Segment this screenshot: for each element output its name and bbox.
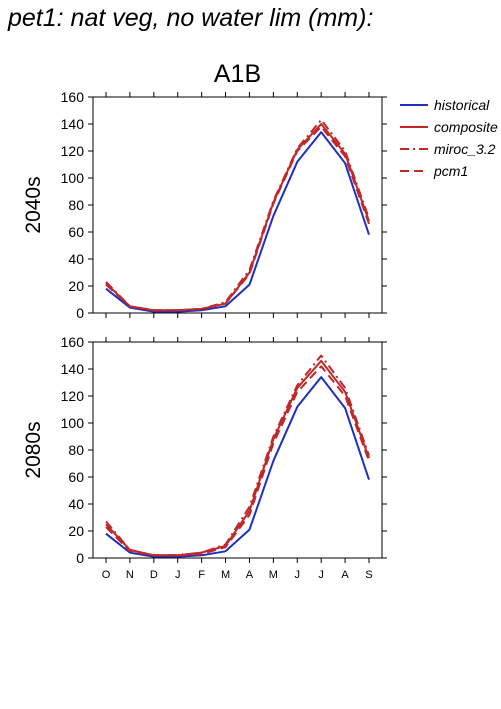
y-tick-label: 20 [68,278,84,294]
y-tick-label: 0 [76,550,84,566]
y-tick-label: 0 [76,305,84,321]
y-tick-label: 140 [61,361,85,377]
y-tick-label: 100 [61,170,85,186]
x-tick-label: F [198,569,205,581]
y-tick-label: 40 [68,496,84,512]
series-line-historical [105,131,370,313]
legend-label: miroc_3.2 [434,141,496,157]
x-tick-label: S [365,569,372,581]
x-tick-label: J [295,569,301,581]
x-tick-label: D [150,569,158,581]
y-axis-label: 2080s [22,421,45,478]
y-tick-label: 60 [68,224,84,240]
x-tick-label: A [246,569,254,581]
series-line-miroc-3-2 [105,118,370,312]
series-line-pcm1 [105,365,370,557]
y-tick-label: 140 [61,116,85,132]
x-tick-label: M [221,569,230,581]
y-axis-label: 2040s [22,176,45,233]
x-tick-label: J [175,569,181,581]
panel-1: 0 20 40 60 80 100 120 140 160 A1B 2040s [22,60,387,321]
legend: historical composite miroc_3.2 pcm1 [400,97,498,179]
x-tick-label: M [269,569,278,581]
series-line-miroc-3-2 [105,354,370,557]
y-tick-label: 80 [68,442,84,458]
y-tick-label: 160 [61,334,85,350]
y-tick-label: 20 [68,523,84,539]
x-tick-label: O [102,569,111,581]
page-title: pet1: nat veg, no water lim (mm): [8,4,374,32]
panel-title: A1B [214,60,261,88]
y-tick-label: 40 [68,251,84,267]
legend-label: historical [434,97,490,113]
y-tick-label: 60 [68,469,84,485]
y-tick-label: 120 [61,388,85,404]
plot-frame [92,96,383,314]
y-tick-label: 120 [61,143,85,159]
x-tick-label: A [341,569,349,581]
legend-label: pcm1 [433,163,468,179]
y-tick-label: 100 [61,415,85,431]
x-tick-label: J [318,569,324,581]
x-tick-label: N [126,569,134,581]
y-tick-label: 80 [68,197,84,213]
series-line-historical [105,376,370,558]
series-line-composite [105,123,370,312]
legend-label: composite [434,119,498,135]
series-line-pcm1 [105,125,370,312]
y-tick-label: 160 [61,89,85,105]
panel-2: 0 20 40 60 80 100 120 140 160 O N D J F M A M J J A S 2080s [22,334,387,581]
